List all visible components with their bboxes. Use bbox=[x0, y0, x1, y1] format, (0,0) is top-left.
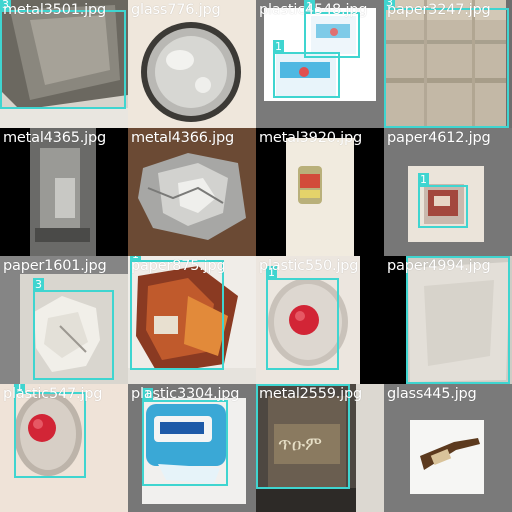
plastic-cap-photo bbox=[0, 384, 128, 512]
tile-glass445: glass445.jpg bbox=[384, 384, 512, 512]
metal-can-photo bbox=[256, 128, 384, 256]
detection-box: 1 bbox=[142, 388, 228, 486]
tile-glass776: glass776.jpg bbox=[128, 0, 256, 128]
filename-label: paper1601.jpg bbox=[3, 258, 107, 274]
plastic-packages-photo bbox=[256, 0, 384, 128]
class-label: 1 bbox=[14, 384, 25, 393]
tile-paper875: 1 paper875.jpg bbox=[128, 256, 256, 384]
crumpled-paper-photo bbox=[0, 256, 128, 384]
class-label: 3 bbox=[33, 278, 44, 291]
filename-label: metal3920.jpg bbox=[259, 130, 362, 146]
filename-label: plastic4548.jpg bbox=[259, 2, 368, 18]
class-label: 1 bbox=[273, 40, 284, 53]
glass-bottle-photo bbox=[384, 384, 512, 512]
detection-box: 3 bbox=[33, 278, 114, 380]
tile-metal3920: metal3920.jpg bbox=[256, 128, 384, 256]
detection-box: 3 bbox=[406, 256, 510, 384]
tile-paper3247: 3 paper3247.jpg bbox=[384, 0, 512, 128]
tile-paper4612: 1 paper4612.jpg bbox=[384, 128, 512, 256]
tile-plastic4548: 1 1 plastic4548.jpg bbox=[256, 0, 384, 128]
filename-label: plastic550.jpg bbox=[259, 258, 359, 274]
class-label: 3 bbox=[384, 0, 395, 9]
detection-box: 3 bbox=[384, 0, 509, 128]
tile-paper4994: 3 paper4994.jpg bbox=[384, 256, 512, 384]
filename-label: plastic3304.jpg bbox=[131, 386, 240, 402]
filename-label: paper4994.jpg bbox=[387, 258, 491, 274]
detection-box: 1 bbox=[273, 40, 340, 98]
snack-bag-photo bbox=[128, 256, 256, 384]
metal-can-photo: ጥዑም bbox=[256, 384, 384, 512]
paper-sheet-photo bbox=[384, 256, 512, 384]
filename-label: paper875.jpg bbox=[131, 258, 226, 274]
detection-box: 1 bbox=[130, 256, 224, 370]
detection-box: 1 bbox=[418, 173, 468, 228]
detection-box: 3 bbox=[0, 0, 126, 109]
filename-label: metal4366.jpg bbox=[131, 130, 234, 146]
tile-plastic3304: 1 plastic3304.jpg bbox=[128, 384, 256, 512]
tile-plastic547: 1 plastic547.jpg bbox=[0, 384, 128, 512]
tile-paper1601: 3 paper1601.jpg bbox=[0, 256, 128, 384]
cardboard-photo bbox=[384, 0, 512, 128]
class-label: 3 bbox=[406, 256, 417, 257]
plastic-cap-photo bbox=[256, 256, 384, 384]
filename-label: glass445.jpg bbox=[387, 386, 477, 402]
class-label: 1 bbox=[304, 0, 315, 13]
tile-plastic550: 1 plastic550.jpg bbox=[256, 256, 384, 384]
filename-label: metal4365.jpg bbox=[3, 130, 106, 146]
class-label: 1 bbox=[266, 266, 277, 279]
tile-metal2559: ጥዑም 1 metal2559.jpg bbox=[256, 384, 384, 512]
class-label: 1 bbox=[256, 384, 267, 385]
class-label: 3 bbox=[0, 0, 11, 11]
tile-metal4366: metal4366.jpg bbox=[128, 128, 256, 256]
filename-label: paper4612.jpg bbox=[387, 130, 491, 146]
filename-label: metal2559.jpg bbox=[259, 386, 362, 402]
class-label: 1 bbox=[418, 173, 429, 186]
svg-text:ጥዑም: ጥዑም bbox=[278, 434, 322, 455]
tile-metal3501: 3 metal3501.jpg bbox=[0, 0, 128, 128]
plastic-bottle-photo bbox=[128, 384, 256, 512]
filename-label: paper3247.jpg bbox=[387, 2, 491, 18]
metal-tray-photo bbox=[0, 0, 128, 128]
aluminium-foil-photo bbox=[128, 128, 256, 256]
detection-box: 1 bbox=[14, 384, 86, 478]
class-label: 1 bbox=[130, 256, 141, 261]
paper-package-photo bbox=[384, 128, 512, 256]
filename-label: plastic547.jpg bbox=[3, 386, 103, 402]
glass-jar-photo bbox=[128, 0, 256, 128]
detection-box: 1 bbox=[266, 266, 339, 370]
tile-metal4365: metal4365.jpg bbox=[0, 128, 128, 256]
filename-label: metal3501.jpg bbox=[3, 2, 106, 18]
filename-label: glass776.jpg bbox=[131, 2, 221, 18]
detection-box: 1 bbox=[304, 0, 360, 58]
detection-box: 1 bbox=[256, 384, 350, 489]
class-label: 1 bbox=[142, 388, 153, 401]
metal-object-photo bbox=[0, 128, 128, 256]
